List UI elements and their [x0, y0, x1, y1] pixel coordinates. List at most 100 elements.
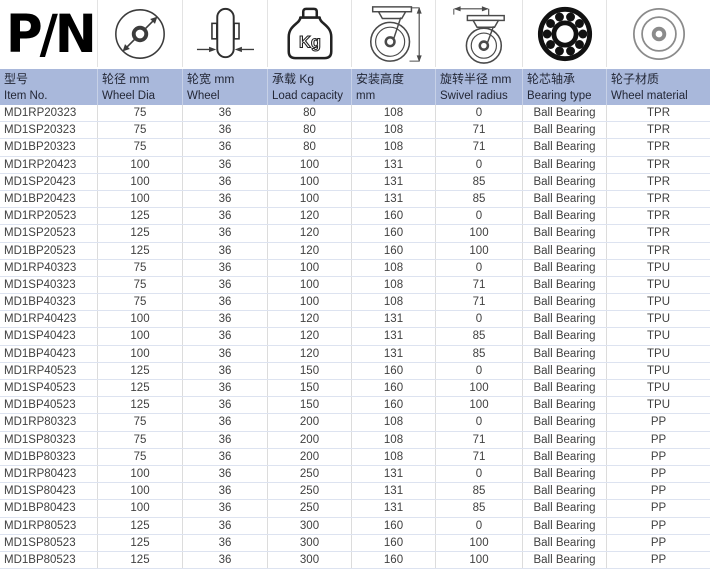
- table-cell[interactable]: 100: [268, 276, 352, 294]
- table-cell[interactable]: 200: [268, 448, 352, 465]
- table-cell[interactable]: TPR: [647, 175, 670, 188]
- table-cell[interactable]: Ball Bearing: [523, 122, 607, 139]
- table-cell[interactable]: 100: [268, 173, 352, 190]
- table-cell[interactable]: 80: [268, 139, 352, 156]
- table-cell[interactable]: 131: [352, 500, 436, 517]
- table-cell[interactable]: 36: [183, 259, 268, 276]
- table-cell[interactable]: TPU: [647, 382, 670, 394]
- item-no-cell[interactable]: MD1BP80523: [0, 551, 98, 569]
- item-no-cell[interactable]: MD1SP20523: [0, 225, 98, 242]
- table-cell[interactable]: 100: [436, 225, 523, 242]
- table-cell[interactable]: TPR: [647, 192, 670, 205]
- table-cell[interactable]: 100: [268, 190, 352, 208]
- table-cell[interactable]: TPR: [647, 141, 670, 154]
- table-cell[interactable]: TPU: [647, 347, 670, 360]
- table-cell[interactable]: Ball Bearing: [523, 517, 607, 534]
- table-cell[interactable]: 0: [436, 105, 523, 122]
- table-cell[interactable]: Ball Bearing: [523, 242, 607, 259]
- item-no-cell[interactable]: MD1BP80423: [0, 500, 98, 517]
- table-cell[interactable]: PP: [650, 536, 667, 549]
- table-cell[interactable]: Ball Bearing: [523, 208, 607, 225]
- item-no-cell[interactable]: MD1BP40523: [0, 397, 98, 414]
- table-cell[interactable]: 36: [183, 225, 268, 242]
- table-cell[interactable]: 36: [183, 551, 268, 569]
- column-header-wheel-diameter[interactable]: 轮径 mm Wheel Dia: [98, 69, 183, 105]
- table-cell[interactable]: PP: [650, 416, 667, 429]
- table-cell[interactable]: 108: [352, 139, 436, 156]
- table-cell[interactable]: 85: [436, 190, 523, 208]
- table-cell[interactable]: Ball Bearing: [523, 534, 607, 551]
- table-cell[interactable]: 36: [183, 448, 268, 465]
- table-cell[interactable]: 0: [436, 156, 523, 173]
- table-cell[interactable]: TPR: [647, 244, 670, 257]
- table-cell[interactable]: 36: [183, 380, 268, 397]
- table-cell[interactable]: 0: [436, 362, 523, 379]
- table-cell[interactable]: PP: [650, 485, 667, 498]
- table-cell[interactable]: 75: [98, 294, 183, 311]
- table-cell[interactable]: 80: [268, 122, 352, 139]
- table-cell[interactable]: 75: [98, 105, 183, 122]
- table-cell[interactable]: 120: [268, 225, 352, 242]
- table-cell[interactable]: 100: [98, 173, 183, 190]
- table-cell[interactable]: 100: [436, 534, 523, 551]
- table-cell[interactable]: 150: [268, 362, 352, 379]
- table-cell[interactable]: 36: [183, 276, 268, 294]
- table-cell[interactable]: 131: [352, 311, 436, 328]
- table-cell[interactable]: 300: [268, 551, 352, 569]
- table-cell[interactable]: Ball Bearing: [523, 105, 607, 122]
- table-cell[interactable]: TPR: [647, 107, 670, 119]
- table-cell[interactable]: 80: [268, 105, 352, 122]
- table-cell[interactable]: TPR: [647, 158, 670, 171]
- table-cell[interactable]: 36: [183, 397, 268, 414]
- item-no-cell[interactable]: MD1SP80323: [0, 431, 98, 448]
- table-cell[interactable]: 36: [183, 173, 268, 190]
- table-cell[interactable]: 120: [268, 328, 352, 345]
- table-cell[interactable]: 108: [352, 414, 436, 431]
- table-cell[interactable]: Ball Bearing: [523, 362, 607, 379]
- table-cell[interactable]: 100: [436, 397, 523, 414]
- table-cell[interactable]: 36: [183, 500, 268, 517]
- table-cell[interactable]: Ball Bearing: [523, 431, 607, 448]
- table-cell[interactable]: 160: [352, 551, 436, 569]
- table-cell[interactable]: 125: [98, 517, 183, 534]
- table-cell[interactable]: 200: [268, 414, 352, 431]
- table-cell[interactable]: 75: [98, 431, 183, 448]
- table-cell[interactable]: 100: [98, 465, 183, 483]
- table-cell[interactable]: Ball Bearing: [523, 414, 607, 431]
- table-cell[interactable]: 100: [436, 380, 523, 397]
- table-cell[interactable]: 36: [183, 328, 268, 345]
- table-cell[interactable]: TPR: [647, 227, 670, 240]
- column-header-wheel-width[interactable]: 轮宽 mm Wheel: [183, 69, 268, 105]
- table-cell[interactable]: 160: [352, 208, 436, 225]
- table-cell[interactable]: 100: [98, 156, 183, 173]
- item-no-cell[interactable]: MD1RP80523: [0, 517, 98, 534]
- table-cell[interactable]: 160: [352, 362, 436, 379]
- table-cell[interactable]: TPU: [647, 364, 670, 377]
- item-no-cell[interactable]: MD1RP80423: [0, 465, 98, 483]
- table-cell[interactable]: 85: [436, 173, 523, 190]
- table-cell[interactable]: 75: [98, 414, 183, 431]
- table-cell[interactable]: Ball Bearing: [523, 397, 607, 414]
- table-cell[interactable]: 71: [436, 294, 523, 311]
- table-cell[interactable]: Ball Bearing: [523, 225, 607, 242]
- table-cell[interactable]: 160: [352, 397, 436, 414]
- item-no-cell[interactable]: MD1RP80323: [0, 414, 98, 431]
- table-cell[interactable]: 36: [183, 311, 268, 328]
- table-cell[interactable]: 131: [352, 345, 436, 362]
- table-cell[interactable]: Ball Bearing: [523, 483, 607, 500]
- table-cell[interactable]: PP: [650, 433, 667, 446]
- table-cell[interactable]: 131: [352, 328, 436, 345]
- table-cell[interactable]: 36: [183, 483, 268, 500]
- table-cell[interactable]: 36: [183, 242, 268, 259]
- table-cell[interactable]: 0: [436, 465, 523, 483]
- column-header-wheel-material[interactable]: 轮子材质 Wheel material: [607, 69, 710, 105]
- table-cell[interactable]: Ball Bearing: [523, 500, 607, 517]
- table-cell[interactable]: PP: [650, 553, 667, 566]
- table-cell[interactable]: 36: [183, 414, 268, 431]
- table-cell[interactable]: 75: [98, 448, 183, 465]
- table-cell[interactable]: 108: [352, 259, 436, 276]
- table-cell[interactable]: 0: [436, 208, 523, 225]
- item-no-cell[interactable]: MD1RP40323: [0, 259, 98, 276]
- table-cell[interactable]: 160: [352, 225, 436, 242]
- table-cell[interactable]: 0: [436, 517, 523, 534]
